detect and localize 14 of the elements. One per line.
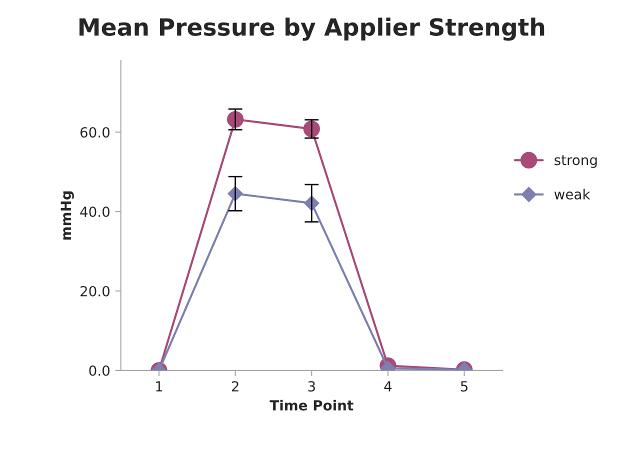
chart-title: Mean Pressure by Applier Strength — [79, 18, 544, 41]
x-tick-label: 4 — [384, 381, 392, 392]
x-tick-label: 1 — [156, 381, 162, 392]
x-tick-label: 2 — [232, 381, 238, 392]
legend-label: weak — [554, 188, 590, 200]
x-axis-title: Time Point — [270, 400, 354, 411]
x-tick-label: 3 — [308, 381, 315, 392]
y-axis-title: mmHg — [60, 191, 74, 240]
x-tick-label: 5 — [460, 381, 468, 392]
y-tick-label: 40.0 — [80, 206, 110, 218]
legend-label: strong — [554, 155, 597, 168]
y-tick-label: 0.0 — [89, 365, 110, 376]
y-tick-label: 60.0 — [80, 127, 110, 138]
y-tick-label: 20.0 — [80, 286, 110, 296]
